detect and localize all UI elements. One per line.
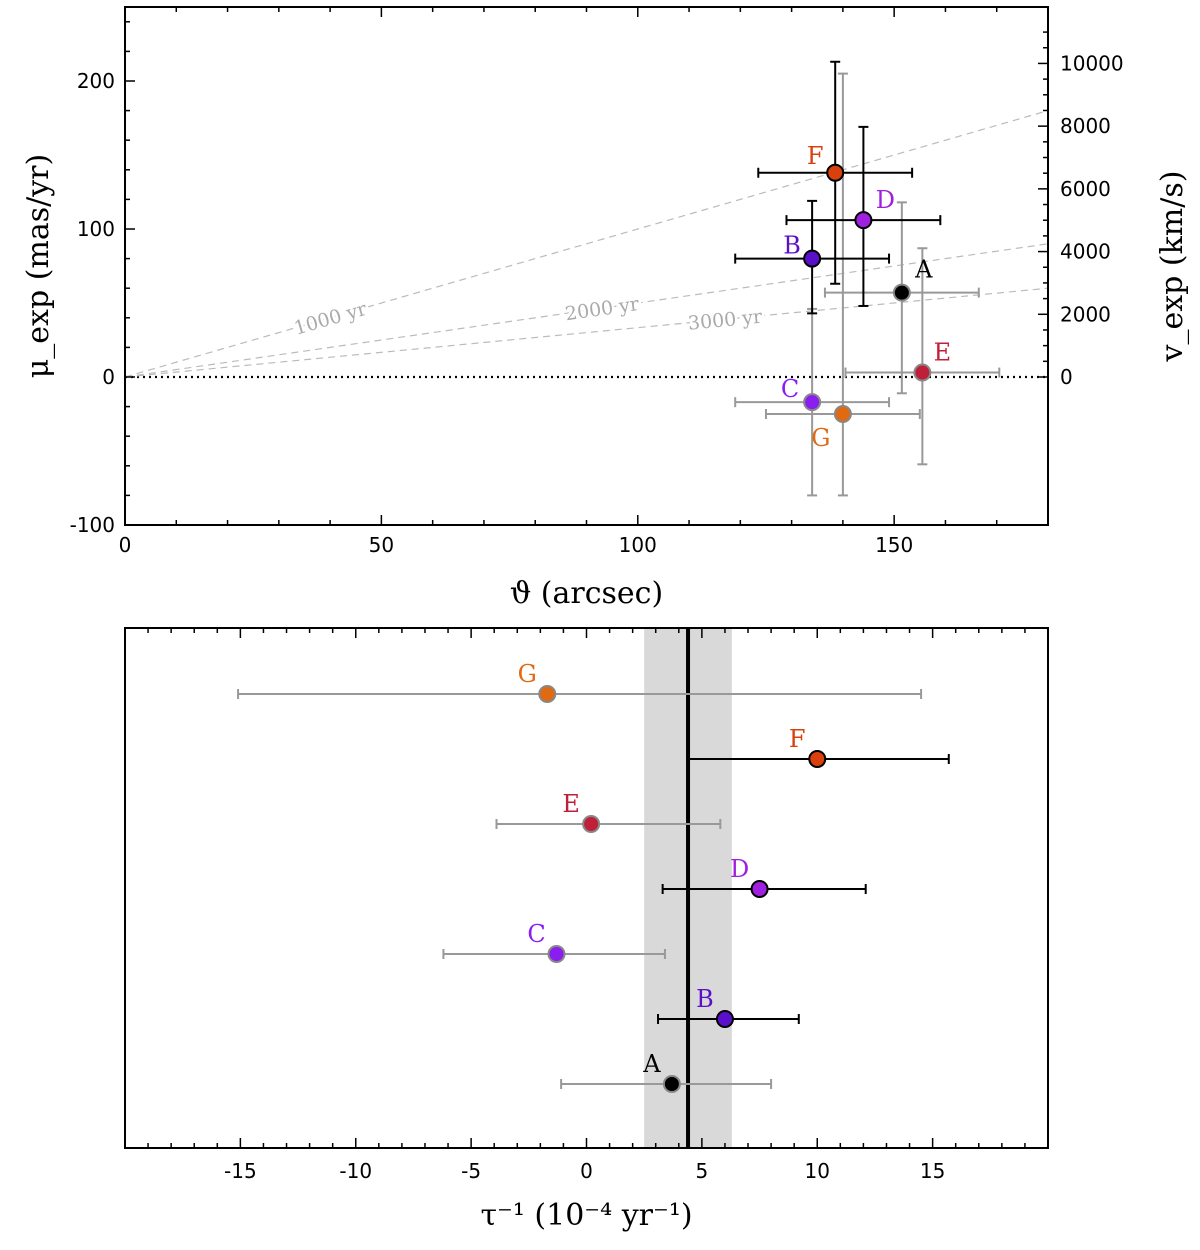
x-tick-label: -5 bbox=[461, 1159, 481, 1183]
x-tick-label: -15 bbox=[224, 1159, 257, 1183]
data-marker-G bbox=[538, 685, 557, 703]
plot-frame bbox=[124, 627, 1049, 1149]
x-tick-label: 10 bbox=[805, 1159, 830, 1183]
point-label-B: B bbox=[783, 232, 801, 260]
right-tick-label: 6000 bbox=[1060, 177, 1111, 201]
point-label-B: B bbox=[696, 985, 714, 1013]
age-label: 1000 yr bbox=[292, 298, 370, 340]
data-marker-A bbox=[892, 283, 911, 302]
data-point-D: D bbox=[661, 855, 867, 898]
right-tick-label: 8000 bbox=[1060, 114, 1111, 138]
point-label-G: G bbox=[518, 660, 537, 688]
data-marker-G bbox=[833, 405, 852, 423]
x-tick-label: 0 bbox=[580, 1159, 593, 1183]
y-tick-label: 0 bbox=[102, 365, 115, 389]
point-label-A: A bbox=[914, 256, 933, 284]
data-point-C: C bbox=[442, 920, 666, 963]
plot-frame bbox=[124, 6, 1049, 526]
age-label: 3000 yr bbox=[687, 306, 764, 335]
data-marker-D bbox=[750, 880, 769, 898]
x-axis-title: ϑ (arcsec) bbox=[510, 576, 663, 611]
right-tick-label: 2000 bbox=[1060, 302, 1111, 326]
age-line bbox=[125, 110, 1048, 378]
x-tick-label: 0 bbox=[119, 533, 132, 557]
age-label: 2000 yr bbox=[564, 293, 641, 326]
data-marker-A bbox=[662, 1075, 681, 1093]
data-point-G bbox=[764, 72, 921, 497]
point-label-C: C bbox=[781, 375, 799, 403]
point-label-C: C bbox=[527, 920, 545, 948]
y-axis-title: μ_exp (mas/yr) bbox=[21, 154, 56, 378]
data-marker-F bbox=[808, 750, 827, 768]
data-point-A bbox=[823, 201, 980, 395]
x-tick-label: 100 bbox=[619, 533, 657, 557]
data-point-G: G bbox=[237, 660, 923, 703]
data-marker-B bbox=[715, 1010, 734, 1028]
x-axis-title: τ⁻¹ (10⁻⁴ yr⁻¹) bbox=[480, 1198, 692, 1233]
data-point-F: F bbox=[687, 725, 950, 768]
data-point-E: E bbox=[495, 790, 722, 833]
y-tick-label: 100 bbox=[77, 217, 115, 241]
data-marker-C bbox=[547, 945, 566, 963]
data-marker-E bbox=[913, 363, 932, 382]
data-marker-D bbox=[854, 211, 873, 230]
point-label-E: E bbox=[562, 790, 580, 818]
x-tick-label: 15 bbox=[920, 1159, 945, 1183]
data-marker-F bbox=[826, 163, 845, 182]
right-tick-label: 4000 bbox=[1060, 240, 1111, 264]
x-tick-label: 5 bbox=[696, 1159, 709, 1183]
data-point-B: B bbox=[657, 985, 800, 1028]
x-tick-label: 50 bbox=[369, 533, 394, 557]
y-tick-label: -100 bbox=[70, 513, 115, 537]
age-line bbox=[125, 287, 1048, 378]
age-lines bbox=[125, 110, 1048, 378]
point-label-F: F bbox=[807, 142, 824, 170]
data-marker-E bbox=[582, 815, 601, 833]
x-tick-label: 150 bbox=[875, 533, 913, 557]
right-tick-label: 0 bbox=[1060, 365, 1073, 389]
x-tick-label: -10 bbox=[339, 1159, 372, 1183]
point-label-F: F bbox=[789, 725, 806, 753]
point-label-G: G bbox=[811, 424, 830, 452]
data-point-A: A bbox=[560, 1050, 773, 1093]
y-tick-label: 200 bbox=[77, 69, 115, 93]
bottom-panel: G F E D C B A -15 -10 -5 0 5 10 15 τ⁻¹ (10⁻⁴ yr⁻¹) bbox=[124, 627, 1049, 1233]
data-marker-C bbox=[803, 393, 822, 412]
point-label-D: D bbox=[876, 186, 895, 214]
point-label-A: A bbox=[642, 1050, 661, 1078]
right-tick-label: 10000 bbox=[1060, 51, 1124, 75]
point-label-E: E bbox=[934, 339, 952, 367]
point-label-D: D bbox=[730, 855, 749, 883]
right-axis-title: v_exp (km/s) bbox=[1155, 171, 1190, 363]
data-marker-B bbox=[803, 249, 822, 268]
